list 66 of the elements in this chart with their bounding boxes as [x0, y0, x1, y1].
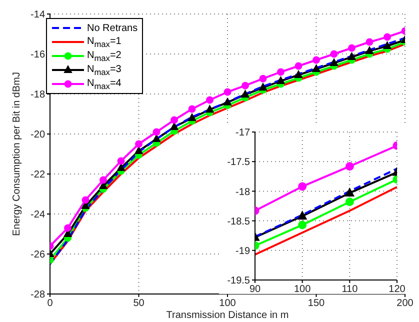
point: [117, 157, 125, 165]
x-tick-label: 100: [294, 284, 312, 296]
y-tick-label: -18.5: [227, 216, 250, 228]
point: [224, 98, 232, 106]
y-tick-label: -26: [30, 250, 46, 261]
point: [117, 164, 125, 171]
point: [366, 46, 374, 54]
legend-label: N$_{max}$=1: [87, 36, 122, 48]
point: [224, 88, 232, 96]
legend-label: No Retrans: [87, 22, 138, 34]
point: [312, 64, 320, 72]
legend-label: N$_{max}$=3: [87, 64, 122, 76]
x-tick-label: 0: [47, 298, 54, 310]
point: [276, 76, 285, 84]
x-tick-label: 110: [342, 284, 358, 296]
x-tick-label: 100: [219, 298, 236, 310]
y-tick-label: -22: [30, 170, 46, 181]
point: [330, 50, 338, 58]
x-tick-label: 50: [133, 298, 145, 310]
point: [170, 116, 178, 124]
y-tick-label: -28: [30, 290, 46, 301]
point: [82, 196, 90, 204]
point: [312, 56, 320, 64]
x-tick-label: 200: [396, 298, 414, 310]
y-axis-title: Energy Consumption per Bit in dBmJ: [12, 72, 23, 236]
legend-label: N$_{max}$=4: [87, 78, 122, 90]
y-tick-label: -18: [236, 186, 250, 198]
point: [241, 90, 250, 98]
y-tick-label: -14: [30, 10, 46, 21]
point: [294, 70, 302, 78]
y-tick-label: -20: [30, 130, 46, 141]
y-tick-label: -18: [30, 90, 46, 101]
point: [277, 68, 284, 76]
point: [366, 38, 374, 46]
point: [170, 122, 178, 130]
y-tick-label: -17.5: [227, 157, 250, 168]
point: [330, 58, 338, 66]
point: [152, 134, 160, 142]
point: [152, 128, 160, 136]
x-tick-label: 90: [249, 284, 261, 296]
x-axis-title: Transmission Distance in m: [166, 310, 289, 321]
point: [348, 44, 356, 52]
y-tick-label: -16: [30, 50, 46, 61]
x-tick-label: 150: [308, 298, 326, 310]
point: [206, 96, 214, 104]
legend-label: N$_{max}$=2: [87, 50, 122, 62]
point: [294, 62, 302, 70]
point: [100, 176, 107, 184]
y-tick-label: -17: [236, 128, 250, 139]
x-tick-label: 120: [388, 284, 406, 296]
y-tick-label: -19.5: [227, 276, 250, 287]
point: [383, 42, 392, 49]
point: [259, 83, 267, 91]
point: [188, 105, 196, 113]
y-tick-label: -24: [30, 210, 46, 221]
point: [348, 52, 356, 60]
point: [259, 74, 267, 82]
point: [206, 105, 214, 113]
point: [384, 33, 391, 41]
line-series: [255, 186, 397, 256]
point: [242, 82, 249, 90]
point: [135, 140, 142, 148]
y-tick-label: -19: [236, 246, 250, 257]
point: [188, 114, 196, 121]
point: [134, 146, 143, 154]
point: [64, 224, 72, 232]
